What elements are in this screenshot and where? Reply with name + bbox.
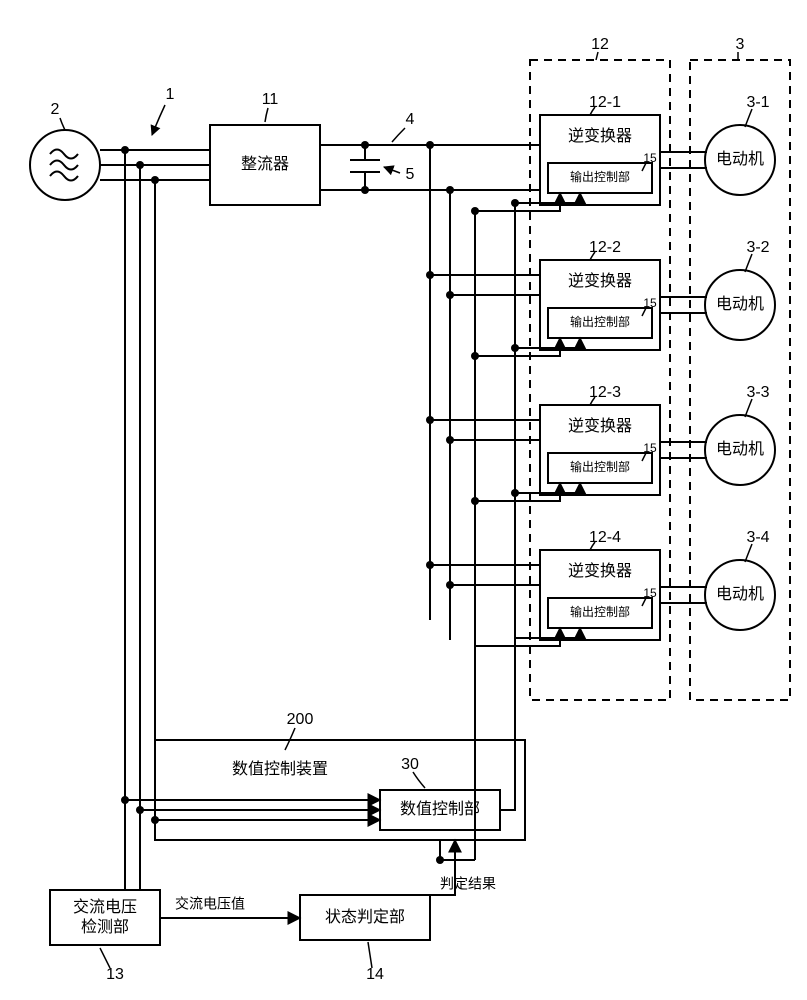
inverter-label: 逆变换器 [568,562,632,580]
motor-ref: 3-2 [746,239,769,256]
system-ref: 1 [166,86,175,103]
motor-ref: 3-1 [746,94,769,111]
sig-result: 判定结果 [440,876,496,892]
output-ctrl-label: 输出控制部 [570,604,630,619]
inverter-label: 逆变换器 [568,272,632,290]
rectifier-label: 整流器 [241,155,289,173]
output-ctrl-label: 输出控制部 [570,459,630,474]
nc-device-ref: 200 [287,711,314,728]
motor-group-ref: 3 [736,36,745,53]
output-ctrl-label: 输出控制部 [570,314,630,329]
motor-ref: 3-3 [746,384,769,401]
inverter-group-ref: 12 [591,36,609,53]
capacitor-ref: 5 [406,166,415,183]
ac-detect-ref: 13 [106,966,124,983]
ac-detect-label-2: 检测部 [81,918,129,936]
motor-label: 电动机 [716,585,764,603]
rectifier-ref: 11 [262,91,279,108]
state-judge-ref: 14 [366,966,384,983]
state-judge-label: 状态判定部 [325,908,405,926]
motor-ref: 3-4 [746,529,769,546]
output-ctrl-label: 输出控制部 [570,169,630,184]
inverter-label: 逆变换器 [568,417,632,435]
motor-label: 电动机 [716,440,764,458]
motor-label: 电动机 [716,150,764,168]
nc-ctrl-ref: 30 [401,756,419,773]
sig-ac-value: 交流电压值 [175,896,245,912]
dc-bus-ref: 4 [406,111,415,128]
inverter-label: 逆变换器 [568,127,632,145]
ac-source-ref: 2 [51,101,60,118]
nc-device-label: 数值控制装置 [232,760,328,778]
ac-detect-label-1: 交流电压 [73,898,137,916]
motor-label: 电动机 [716,295,764,313]
nc-ctrl-label: 数值控制部 [400,800,480,818]
